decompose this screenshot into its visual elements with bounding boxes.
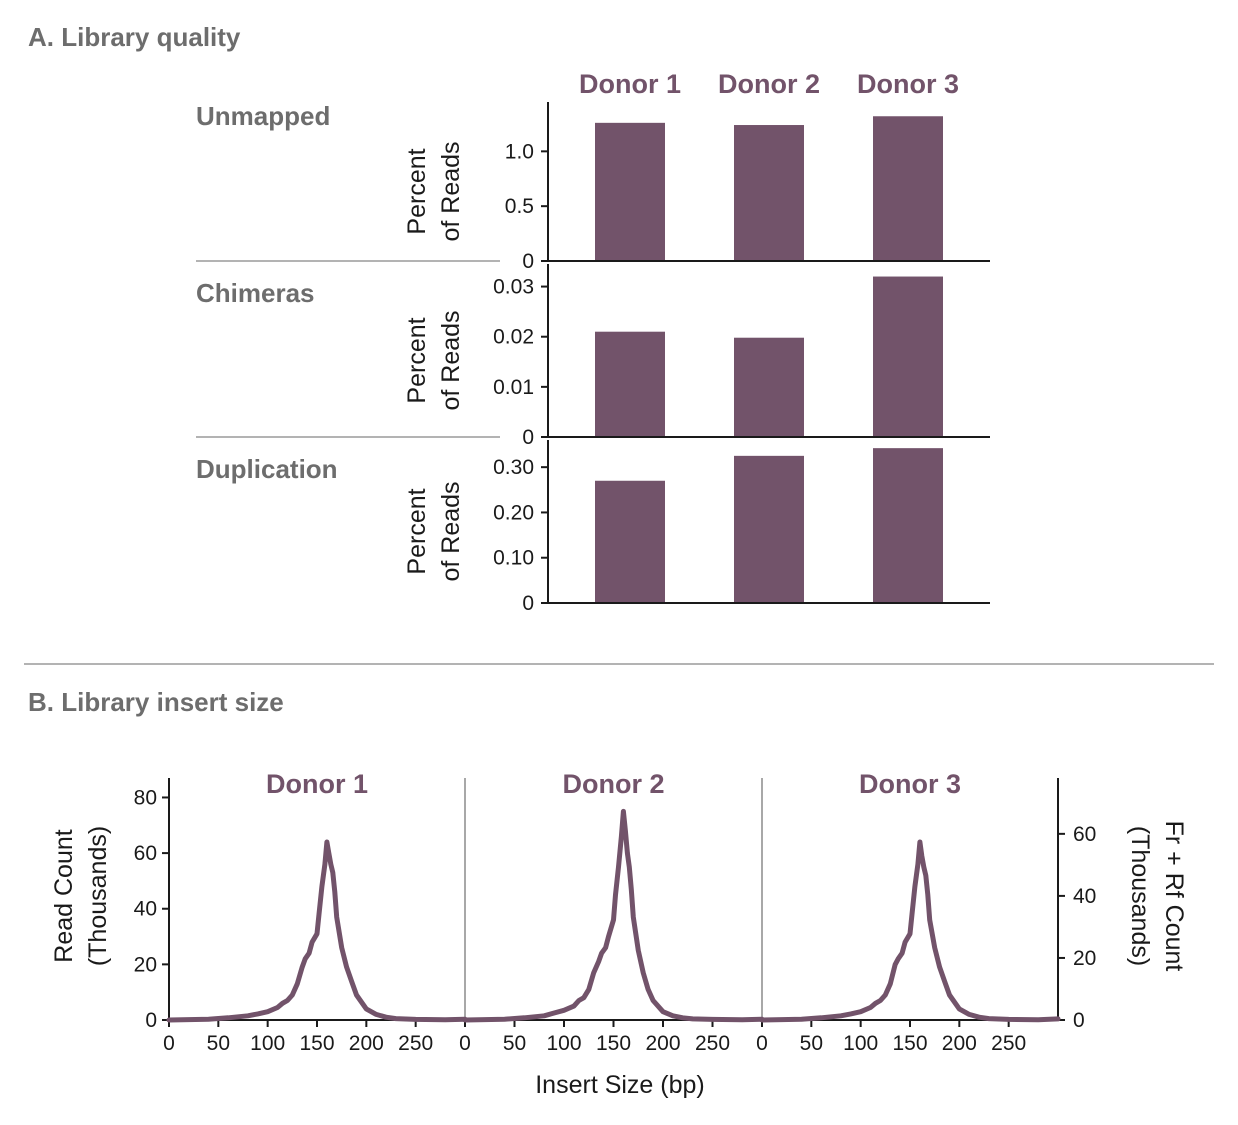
y-axis-label-right: Fr + Rf Count (Thousands): [1126, 821, 1188, 972]
x-tick-label: 200: [942, 1032, 977, 1055]
row-label-chimeras: Chimeras: [196, 278, 315, 308]
y-tick-label-left: 20: [134, 953, 157, 976]
x-axis-label: Insert Size (bp): [535, 1071, 705, 1099]
bar-chart-unmapped: 0 0.5 1.0 Percent of Reads: [403, 102, 990, 273]
y-axis-label-left: Read Count (Thousands): [50, 826, 112, 966]
y-tick-label: 0.02: [493, 326, 534, 349]
y-tick-label-left: 60: [134, 842, 157, 865]
y-tick-label-left: 0: [145, 1009, 157, 1032]
x-tick-label: 0: [756, 1032, 768, 1055]
series-line: [462, 808, 765, 1023]
x-tick-label: 50: [207, 1032, 230, 1055]
y-tick-label: 0: [522, 426, 534, 449]
bar: [595, 122, 665, 262]
x-tick-label: 150: [299, 1032, 334, 1055]
x-tick-label: 200: [349, 1032, 384, 1055]
y-axis-label-right-line1: Fr + Rf Count: [1160, 821, 1188, 972]
row-label-duplication: Duplication: [196, 454, 338, 484]
donor-header: Donor 1: [266, 769, 368, 799]
bar: [873, 276, 943, 437]
bar-chart-chimeras: 0 0.01 0.02 0.03 Percent of Reads: [403, 264, 990, 449]
y-tick-label-left: 80: [134, 786, 157, 809]
y-tick-label: 1.0: [505, 140, 534, 163]
panel-a-donor-headers: Donor 1 Donor 2 Donor 3: [579, 69, 959, 99]
y-tick-label: 0.5: [505, 195, 534, 218]
y-tick-label: 0: [522, 250, 534, 273]
x-tick-label: 0: [459, 1032, 471, 1055]
bar-chart-duplication: 0 0.10 0.20 0.30 Percent of Reads: [403, 440, 990, 615]
series-line: [759, 839, 1061, 1023]
donor-header: Donor 1: [579, 69, 681, 99]
x-tick-label: 50: [503, 1032, 526, 1055]
y-axis-label: Percent: [403, 488, 431, 574]
bar: [595, 331, 665, 437]
y-tick-label-right: 40: [1073, 885, 1096, 908]
panel-a-title: A. Library quality: [28, 22, 241, 52]
donor-header: Donor 3: [857, 69, 959, 99]
y-tick-label: 0.30: [493, 456, 534, 479]
y-axis-label: Percent: [403, 148, 431, 234]
y-tick-label-right: 20: [1073, 947, 1096, 970]
y-tick-label: 0.10: [493, 547, 534, 570]
x-tick-label: 0: [163, 1032, 175, 1055]
bar: [595, 480, 665, 603]
x-tick-label: 250: [695, 1032, 730, 1055]
donor-header: Donor 3: [859, 769, 961, 799]
y-axis-label: of Reads: [437, 310, 465, 410]
x-tick-label: 100: [250, 1032, 285, 1055]
y-tick-label-right: 60: [1073, 823, 1096, 846]
y-axis-label-right-line2: (Thousands): [1126, 826, 1154, 966]
y-axis-label: Percent: [403, 317, 431, 403]
x-tick-label: 200: [645, 1032, 680, 1055]
bar: [873, 448, 943, 603]
bar: [734, 455, 804, 603]
y-axis-label-left-line2: (Thousands): [84, 826, 112, 966]
y-tick-label: 0.20: [493, 501, 534, 524]
y-tick-label: 0.03: [493, 276, 534, 299]
bar: [734, 337, 804, 437]
y-tick-label: 0: [522, 592, 534, 615]
y-tick-label-left: 40: [134, 898, 157, 921]
x-tick-label: 250: [991, 1032, 1026, 1055]
y-tick-label-right: 0: [1073, 1009, 1085, 1032]
x-tick-label: 100: [546, 1032, 581, 1055]
insert-size-line-chart: 0 20 40 60 80 0 20 40 60 0 50 100 150 200 250 Donor 1 0 5…: [134, 769, 1097, 1055]
x-tick-label: 100: [843, 1032, 878, 1055]
bar: [873, 116, 943, 261]
series-line: [166, 839, 468, 1023]
x-tick-label: 50: [800, 1032, 823, 1055]
x-tick-label: 250: [398, 1032, 433, 1055]
y-axis-label-left-line1: Read Count: [50, 829, 78, 962]
donor-header: Donor 2: [718, 69, 820, 99]
x-tick-label: 150: [892, 1032, 927, 1055]
panel-b-title: B. Library insert size: [28, 687, 284, 717]
y-axis-label: of Reads: [437, 481, 465, 581]
y-axis-label: of Reads: [437, 141, 465, 241]
row-label-unmapped: Unmapped: [196, 101, 330, 131]
y-tick-label: 0.01: [493, 376, 534, 399]
donor-header: Donor 2: [562, 769, 664, 799]
x-tick-label: 150: [596, 1032, 631, 1055]
bar: [734, 125, 804, 261]
